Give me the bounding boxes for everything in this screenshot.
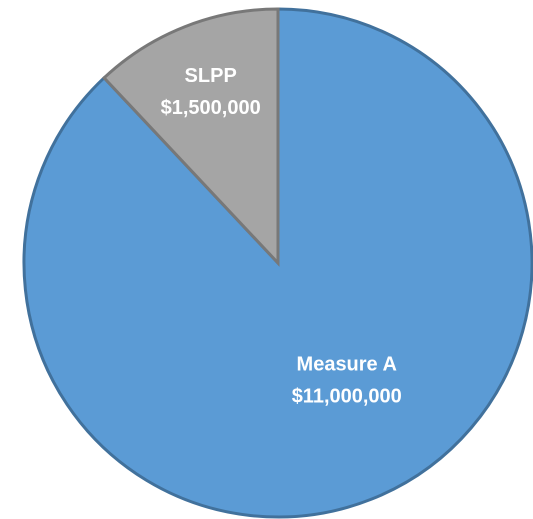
slice-value-label: $1,500,000	[161, 97, 261, 119]
slice-label: SLPP	[185, 65, 237, 87]
slice-value-label: $11,000,000	[292, 385, 402, 407]
slice-label: Measure A	[297, 353, 397, 375]
pie-slice	[102, 7, 280, 267]
